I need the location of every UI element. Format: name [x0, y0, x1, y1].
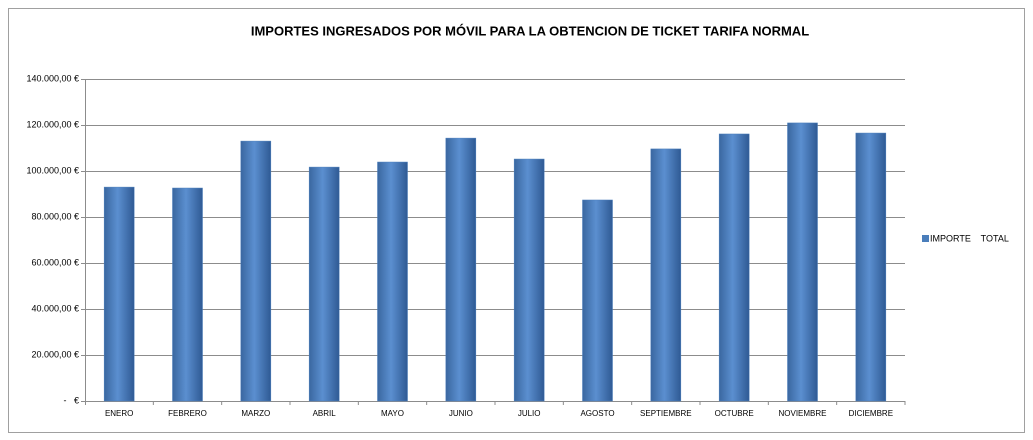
bar — [445, 137, 477, 402]
y-tick-label: 140.000,00 € — [26, 73, 79, 83]
y-tick-label: 100.000,00 € — [26, 165, 79, 175]
bar — [718, 133, 750, 402]
y-tick-label: 120.000,00 € — [26, 119, 79, 129]
x-tick-label: OCTUBRE — [715, 409, 754, 418]
x-tick-label: ABRIL — [313, 409, 337, 418]
bar — [513, 158, 545, 402]
bar — [787, 122, 818, 402]
x-tick-label: MAYO — [381, 409, 404, 418]
bar — [377, 161, 408, 402]
bar — [855, 132, 887, 402]
chart-title: IMPORTES INGRESADOS POR MÓVIL PARA LA OB… — [251, 23, 809, 38]
y-tick-label: - € — [63, 395, 79, 405]
bar — [308, 166, 340, 402]
bar — [240, 140, 272, 402]
x-tick-label: DICIEMBRE — [849, 409, 893, 418]
x-tick-label: SEPTIEMBRE — [640, 409, 692, 418]
x-tick-label: ENERO — [105, 409, 133, 418]
bar — [103, 186, 135, 402]
y-tick-label: 20.000,00 € — [31, 349, 79, 359]
x-tick-label: NOVIEMBRE — [778, 409, 826, 418]
bar — [650, 148, 682, 402]
bar — [582, 199, 613, 402]
bar — [172, 187, 203, 402]
x-tick-label: MARZO — [241, 409, 270, 418]
y-tick-label: 80.000,00 € — [31, 211, 79, 221]
x-tick-label: JULIO — [518, 409, 541, 418]
legend-label: IMPORTE TOTAL — [930, 233, 1009, 243]
x-tick-label: FEBRERO — [168, 409, 207, 418]
legend-swatch — [922, 235, 929, 242]
y-tick-label: 40.000,00 € — [31, 303, 79, 313]
y-tick-label: 60.000,00 € — [31, 257, 79, 267]
x-tick-label: JUNIO — [449, 409, 473, 418]
x-tick-label: AGOSTO — [580, 409, 614, 418]
